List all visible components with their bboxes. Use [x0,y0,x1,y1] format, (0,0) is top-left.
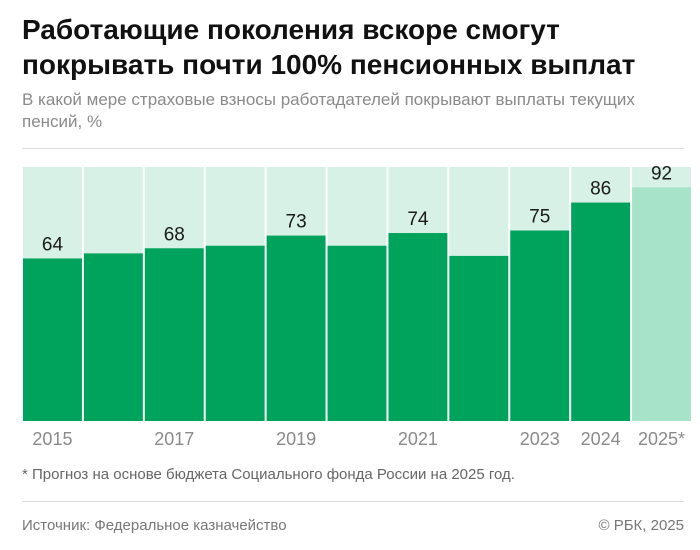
bar-2021 [388,233,448,421]
bar-2020 [327,245,387,421]
tick-label-2015: 2015 [32,429,72,449]
chart-title: Работающие поколения вскоре смогут покры… [22,14,636,80]
tick-label-2017: 2017 [154,429,194,449]
bar-2025 [632,187,691,421]
tick-label-2024: 2024 [581,429,621,449]
bar-2015 [23,258,82,421]
data-label-2023: 75 [529,207,550,228]
chart-subtitle: В какой мере страховые взносы работадате… [22,90,635,131]
top-divider [22,148,684,149]
bar-2016 [83,253,143,421]
bar-2018 [205,245,265,421]
bar-2022 [449,255,509,421]
copyright: © РБК, 2025 [598,517,684,534]
bar-2024 [571,202,631,421]
tick-label-2025: 2025* [638,429,685,449]
bottom-divider [22,501,684,502]
data-label-2024: 86 [590,179,611,200]
data-label-2017: 68 [164,224,185,245]
tick-label-2023: 2023 [520,429,560,449]
data-label-2025: 92 [651,163,672,184]
bar-2017 [144,248,204,421]
source-note: Источник: Федеральное казначейство [22,517,287,534]
tick-label-2019: 2019 [276,429,316,449]
footnote: * Прогноз на основе бюджета Социального … [22,466,515,483]
bar-2023 [510,230,570,421]
tick-label-2021: 2021 [398,429,438,449]
data-label-2021: 74 [407,209,429,230]
bar-2019 [266,235,326,421]
data-label-2019: 73 [286,212,307,233]
data-label-2015: 64 [42,234,64,255]
